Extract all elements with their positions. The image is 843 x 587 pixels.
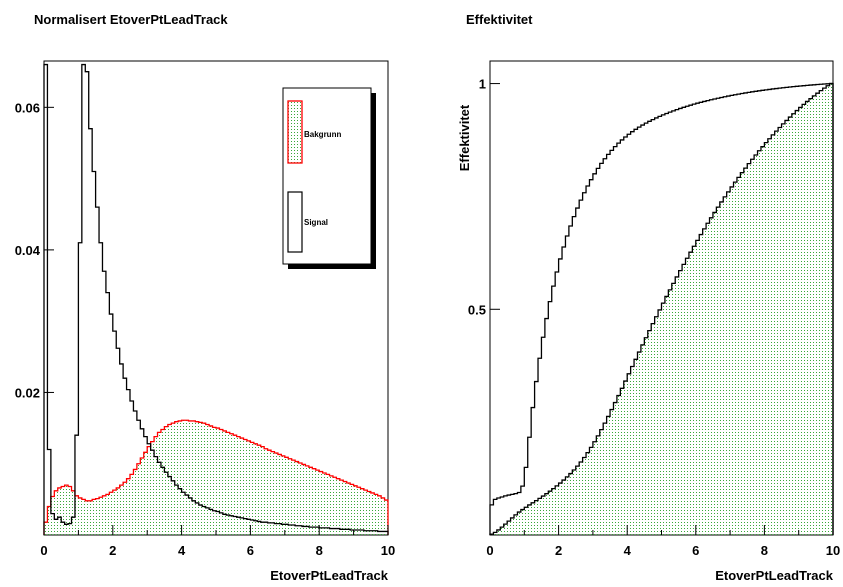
right-x-tick-label: 4 — [624, 543, 632, 558]
right-x-tick-label: 6 — [692, 543, 699, 558]
right-x-tick-label: 2 — [555, 543, 562, 558]
right-x-tick-label: 10 — [826, 543, 840, 558]
left-y-axis-ticks: 0.02 0.04 0.06 — [15, 100, 54, 400]
left-chart: Normalisert EtoverPtLeadTrack EtoverPtLe… — [15, 12, 396, 583]
right-chart-title: Effektivitet — [466, 12, 533, 27]
right-x-axis-ticks: 0 2 4 6 8 10 — [486, 525, 840, 558]
right-x-tick-label: 0 — [486, 543, 493, 558]
left-x-axis-title: EtoverPtLeadTrack — [270, 568, 389, 583]
right-y-tick-label: 0.5 — [468, 302, 486, 317]
left-x-tick-label: 0 — [40, 543, 47, 558]
legend-label-bakgrunn: Bakgrunn — [304, 130, 341, 139]
right-plot-area — [489, 60, 834, 536]
left-y-tick-label: 0.02 — [15, 385, 40, 400]
right-y-tick-label: 1 — [479, 77, 486, 92]
right-series-bakgrunn-line — [489, 82, 834, 535]
right-chart: Effektivitet EtoverPtLeadTrack Effektivi… — [457, 12, 840, 583]
left-x-tick-label: 8 — [316, 543, 323, 558]
left-x-tick-label: 4 — [178, 543, 186, 558]
legend-label-signal: Signal — [304, 218, 328, 227]
legend-swatch-bakgrunn — [287, 100, 303, 164]
left-x-axis-ticks: 0 2 4 6 8 10 — [40, 525, 395, 558]
right-x-tick-label: 8 — [761, 543, 768, 558]
left-series-signal-line — [43, 63, 389, 535]
right-x-axis-title: EtoverPtLeadTrack — [715, 568, 834, 583]
left-x-tick-label: 6 — [247, 543, 254, 558]
left-series-bakgrunn-fill — [44, 420, 388, 535]
left-chart-title: Normalisert EtoverPtLeadTrack — [34, 12, 228, 27]
right-y-axis-title: Effektivitet — [457, 104, 472, 171]
right-series-signal-line — [489, 82, 834, 535]
left-series-bakgrunn-line — [43, 419, 389, 535]
right-y-axis-ticks: 0.51 — [468, 77, 500, 317]
left-y-tick-label: 0.06 — [15, 100, 40, 115]
legend-swatch-signal — [287, 191, 303, 253]
left-y-tick-label: 0.04 — [15, 243, 41, 258]
legend: Bakgrunn Signal — [282, 87, 376, 269]
left-x-tick-label: 2 — [109, 543, 116, 558]
left-x-tick-label: 10 — [381, 543, 395, 558]
